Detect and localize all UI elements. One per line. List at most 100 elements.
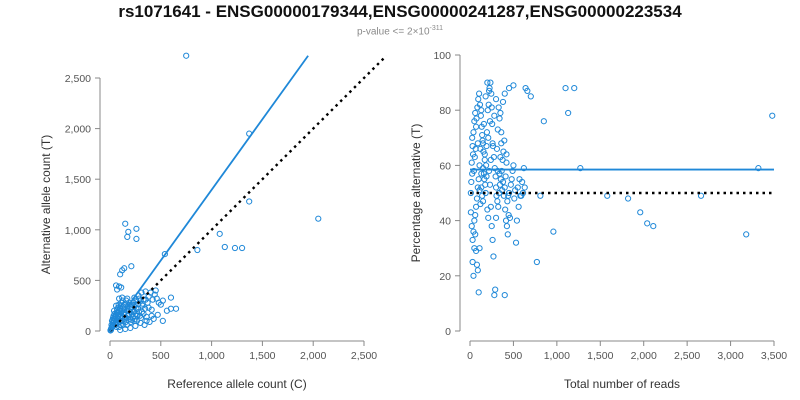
right-data-point [743,231,750,238]
left-data-point [246,198,253,205]
right-data-point [501,137,508,144]
left-data-point [124,303,131,310]
left-y-tick-label: 0 [85,326,91,338]
left-x-tick-label: 0 [107,350,113,362]
right-data-point [488,90,495,97]
left-data-point [114,286,121,293]
right-data-point [467,209,474,216]
left-y-tick-label: 2,000 [65,124,91,136]
left-data-point [109,314,117,321]
right-data-point [484,79,491,86]
right-data-point [478,170,485,177]
left-data-point [167,294,175,301]
right-data-point [511,195,518,202]
left-data-point [194,246,201,254]
left-reference-line [109,54,388,332]
right-data-point [479,131,486,139]
right-data-point [480,148,487,155]
subtitle-text: p-value <= 2×10 [356,26,430,38]
right-x-tick-label: 2,500 [674,350,700,362]
right-data-point [492,286,499,293]
right-data-point [468,178,475,186]
left-data-point [125,228,132,235]
right-data-point [491,165,498,172]
right-data-point [577,165,584,172]
right-x-tick-label: 2,000 [631,350,657,362]
right-data-point [496,115,503,122]
right-data-point [527,93,534,100]
left-data-point [143,317,150,324]
right-data-point [485,134,492,141]
left-x-axis-label: Reference allele count (C) [167,377,306,391]
left-scatter-panel: 0 500 1,000 1,500 2,000 2,500 0 500 1,000 1,500 2,… [39,52,388,391]
right-data-point [478,123,485,130]
right-y-tick-label: 40 [439,216,451,228]
right-data-point [697,192,705,199]
right-data-point [469,236,476,244]
left-data-point [124,233,131,240]
right-data-point [540,118,547,125]
right-data-point [495,104,502,111]
left-data-point [139,300,146,307]
right-data-point [470,167,478,175]
right-data-point [510,162,517,169]
left-data-point [117,326,124,334]
left-data-point [159,317,166,324]
left-data-point [108,317,116,324]
right-data-point [502,217,510,224]
right-data-point [503,223,511,230]
right-data-point [488,223,495,230]
right-data-point [475,96,482,103]
right-data-point [486,167,493,175]
chart-subtitle: p-value <= 2×10-311 [0,25,800,37]
right-data-point [510,82,517,89]
right-data-point [755,165,762,172]
left-data-point [183,52,190,59]
right-data-point [471,154,478,161]
right-data-point [475,176,482,183]
right-x-tick-label: 0 [467,350,473,362]
left-y-tick-label: 2,500 [65,73,91,85]
right-data-point [624,195,632,202]
right-data-point [489,140,496,147]
left-data-point [132,322,139,330]
right-x-axis-label: Total number of reads [564,377,680,391]
right-x-tick-label: 3,000 [717,350,743,362]
left-data-point [157,301,164,308]
right-data-point [505,85,513,92]
chart-title: rs1071641 - ENSG00000179344,ENSG00000241… [118,2,682,21]
right-y-axis-label: Percentage alternative (T) [409,124,423,263]
right-data-point [482,162,490,169]
right-data-point [467,189,474,197]
right-data-point [490,253,497,260]
right-data-point [482,181,489,188]
left-data-point [128,316,135,323]
right-data-point [485,101,492,108]
right-data-point [492,214,500,221]
right-data-point [474,267,481,274]
right-data-point [476,187,483,194]
left-y-tick-label: 1,500 [65,174,91,186]
left-data-point [161,250,168,258]
right-data-point [500,148,507,155]
right-data-point [499,156,506,163]
right-data-point [494,198,501,205]
right-data-point [520,165,527,172]
right-data-point [483,129,491,136]
left-data-point [116,323,123,331]
right-data-point [514,184,521,191]
left-data-point [149,296,156,303]
right-data-point [504,198,511,205]
left-y-tick-label: 1,000 [65,225,91,237]
right-data-point [476,162,483,169]
right-data-point [497,109,504,117]
right-data-point [516,176,523,183]
right-data-point [515,203,522,210]
left-data-point [112,302,120,309]
right-data-point [522,85,529,92]
right-data-point [769,112,776,119]
right-data-point [468,159,475,166]
right-data-point [533,258,540,266]
right-data-point [489,236,496,244]
left-data-point [315,215,322,222]
